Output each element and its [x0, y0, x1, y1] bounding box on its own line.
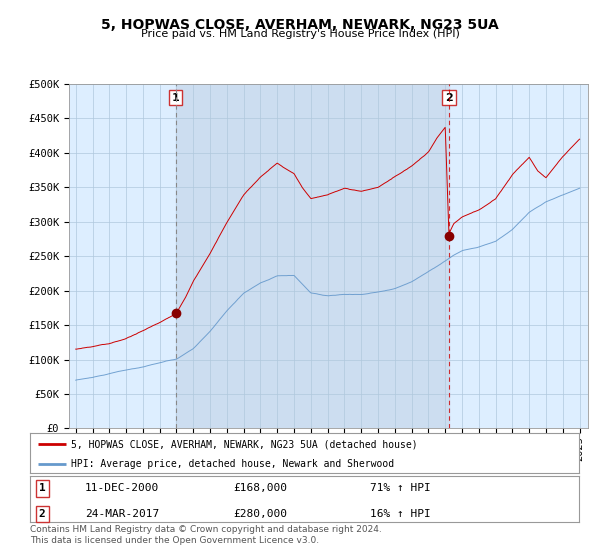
Text: 71% ↑ HPI: 71% ↑ HPI — [370, 483, 431, 493]
Text: 5, HOPWAS CLOSE, AVERHAM, NEWARK, NG23 5UA (detached house): 5, HOPWAS CLOSE, AVERHAM, NEWARK, NG23 5… — [71, 439, 418, 449]
Text: Price paid vs. HM Land Registry's House Price Index (HPI): Price paid vs. HM Land Registry's House … — [140, 29, 460, 39]
Text: £168,000: £168,000 — [233, 483, 287, 493]
Text: 11-DEC-2000: 11-DEC-2000 — [85, 483, 159, 493]
Text: 2: 2 — [39, 508, 46, 519]
Text: 1: 1 — [172, 92, 179, 102]
Text: 16% ↑ HPI: 16% ↑ HPI — [370, 508, 431, 519]
Text: HPI: Average price, detached house, Newark and Sherwood: HPI: Average price, detached house, Newa… — [71, 459, 394, 469]
Text: 5, HOPWAS CLOSE, AVERHAM, NEWARK, NG23 5UA: 5, HOPWAS CLOSE, AVERHAM, NEWARK, NG23 5… — [101, 18, 499, 32]
Text: 1: 1 — [39, 483, 46, 493]
Bar — [176, 84, 449, 428]
Text: 24-MAR-2017: 24-MAR-2017 — [85, 508, 159, 519]
Text: £280,000: £280,000 — [233, 508, 287, 519]
Text: 2: 2 — [445, 92, 453, 102]
Text: Contains HM Land Registry data © Crown copyright and database right 2024.
This d: Contains HM Land Registry data © Crown c… — [30, 525, 382, 545]
